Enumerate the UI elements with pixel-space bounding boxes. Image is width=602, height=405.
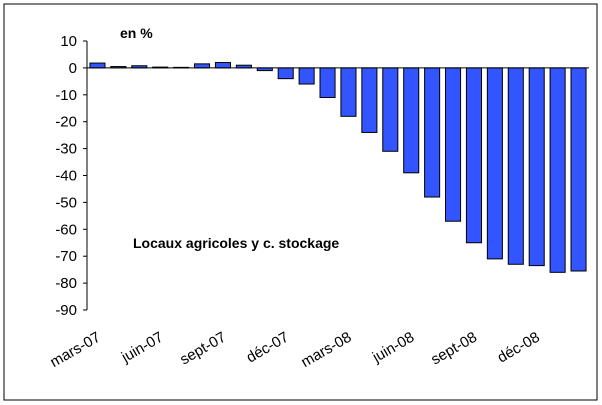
bar — [486, 67, 503, 260]
bar — [528, 67, 545, 267]
bar — [89, 62, 106, 69]
bar — [194, 63, 211, 69]
bar — [382, 67, 399, 152]
bar — [403, 67, 420, 174]
y-tick-label: -10 — [55, 87, 77, 104]
bar — [277, 67, 294, 80]
y-tick-label: -50 — [55, 194, 77, 211]
bar — [361, 67, 378, 133]
bar — [298, 67, 315, 85]
y-tick-label: -70 — [55, 248, 77, 265]
annotation: Locaux agricoles y c. stockage — [133, 235, 339, 251]
bar — [570, 67, 587, 272]
bar — [340, 67, 357, 117]
y-tick-label: -60 — [55, 221, 77, 238]
chart-title: en % — [120, 25, 153, 41]
bar — [319, 67, 336, 98]
bar — [214, 62, 231, 69]
bar — [549, 67, 566, 273]
bar — [424, 67, 441, 198]
y-tick-label: -40 — [55, 168, 77, 185]
y-tick-label: -80 — [55, 275, 77, 292]
y-tick-label: -30 — [55, 141, 77, 158]
y-tick-label: -20 — [55, 114, 77, 131]
y-tick-label: 0 — [69, 60, 77, 77]
bar — [445, 67, 462, 222]
y-tick-label: -90 — [55, 302, 77, 319]
bar — [507, 67, 524, 265]
y-tick-label: 10 — [60, 33, 77, 50]
bar — [465, 67, 482, 244]
